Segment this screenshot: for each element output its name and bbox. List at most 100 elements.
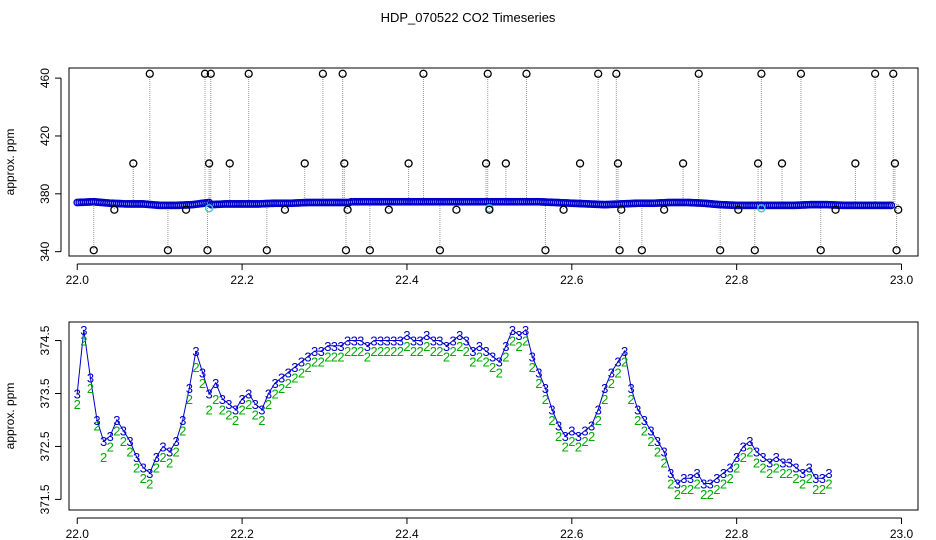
series-2-point: 2 bbox=[806, 471, 813, 486]
series-3-point: 3 bbox=[509, 323, 516, 338]
series-3-point: 3 bbox=[173, 434, 180, 449]
series-3-point: 3 bbox=[232, 402, 239, 417]
bottom-y-tick-label: 372.5 bbox=[38, 431, 52, 461]
series-3-point: 3 bbox=[891, 0, 898, 3]
series-3-point: 3 bbox=[502, 339, 509, 354]
outlier-point bbox=[341, 246, 351, 255]
series-2-point: 2 bbox=[311, 355, 318, 370]
outlier-point bbox=[129, 159, 138, 168]
top-y-tick-label: 420 bbox=[38, 126, 52, 146]
series-3-point: 3 bbox=[80, 323, 87, 338]
series-3-point: 3 bbox=[271, 376, 278, 391]
series-2-point: 2 bbox=[548, 413, 555, 428]
outlier-point bbox=[89, 246, 98, 255]
outlier-point bbox=[340, 159, 349, 168]
outlier-point bbox=[796, 69, 806, 78]
series-2-point: 2 bbox=[456, 339, 463, 354]
series-2-point: 2 bbox=[562, 439, 569, 454]
series-3-point: 3 bbox=[746, 434, 753, 449]
series-3-point: 3 bbox=[120, 424, 127, 439]
series-2-point: 2 bbox=[773, 461, 780, 476]
series-3-point: 3 bbox=[647, 424, 654, 439]
series-2-point: 2 bbox=[700, 487, 707, 502]
outlier-point bbox=[816, 246, 825, 255]
outlier-point bbox=[894, 205, 903, 214]
outlier-point bbox=[892, 246, 901, 255]
baseline-point bbox=[887, 201, 896, 210]
series-2-point: 2 bbox=[614, 365, 621, 380]
series-2-point: 2 bbox=[397, 344, 404, 359]
series-3-point: 3 bbox=[806, 461, 813, 476]
outlier-point bbox=[575, 159, 585, 168]
series-2-point: 2 bbox=[238, 402, 245, 417]
series-3-point: 3 bbox=[608, 365, 615, 380]
series-2-point: 2 bbox=[173, 445, 180, 460]
outlier-point bbox=[262, 246, 271, 255]
series-3-point: 3 bbox=[449, 334, 456, 349]
series-3-point: 3 bbox=[720, 466, 727, 481]
bottom-y-tick-label: 371.5 bbox=[38, 484, 52, 514]
series-2-point: 2 bbox=[423, 339, 430, 354]
series-3-point: 3 bbox=[852, 0, 859, 3]
series-3-point: 3 bbox=[773, 450, 780, 465]
outlier-point bbox=[200, 69, 210, 78]
series-2-point: 2 bbox=[496, 365, 503, 380]
outlier-point bbox=[244, 69, 253, 78]
series-3-point: 3 bbox=[707, 477, 714, 492]
series-2-point: 2 bbox=[212, 392, 219, 407]
series-2-point: 2 bbox=[707, 487, 714, 502]
series-3-point: 3 bbox=[740, 439, 747, 454]
outlier-point bbox=[452, 205, 461, 214]
top-x-tick-label: 22.4 bbox=[395, 273, 419, 287]
series-3-point: 3 bbox=[878, 0, 885, 3]
series-3-point: 3 bbox=[304, 349, 311, 364]
series-3-point: 3 bbox=[357, 334, 364, 349]
series-3-point: 3 bbox=[159, 439, 166, 454]
series-2-point: 2 bbox=[93, 418, 100, 433]
series-2-point: 2 bbox=[832, 0, 839, 3]
series-3-point: 3 bbox=[186, 381, 193, 396]
series-3-point: 3 bbox=[384, 334, 391, 349]
outlier-point bbox=[338, 69, 347, 78]
series-2-point: 2 bbox=[713, 482, 720, 497]
series-3-point: 3 bbox=[417, 334, 424, 349]
series-3-point: 3 bbox=[166, 445, 173, 460]
series-2-point: 2 bbox=[384, 344, 391, 359]
outlier-point bbox=[300, 159, 309, 168]
series-3-point: 3 bbox=[311, 344, 318, 359]
outlier-point bbox=[485, 205, 494, 214]
series-2-point: 2 bbox=[634, 413, 641, 428]
outlier-point bbox=[678, 159, 688, 168]
series-2-point: 2 bbox=[726, 471, 733, 486]
series-2-point: 2 bbox=[113, 424, 120, 439]
series-3-point: 3 bbox=[140, 461, 147, 476]
series-3-point: 3 bbox=[351, 334, 358, 349]
series-3-point: 3 bbox=[430, 334, 437, 349]
top-x-tick-label: 23.0 bbox=[890, 273, 914, 287]
series-3-point: 3 bbox=[153, 450, 160, 465]
flagged-point bbox=[204, 204, 214, 213]
bottom-x-tick-label: 22.0 bbox=[66, 527, 90, 540]
series-3-point: 3 bbox=[476, 339, 483, 354]
series-3-point: 3 bbox=[318, 344, 325, 359]
bottom-y-tick-label: 374.5 bbox=[38, 325, 52, 355]
series-2-point: 2 bbox=[403, 339, 410, 354]
series-3-point: 3 bbox=[410, 334, 417, 349]
series-3-point: 3 bbox=[291, 360, 298, 375]
bottom-x-tick-label: 23.0 bbox=[890, 527, 914, 540]
series-3-point: 3 bbox=[799, 466, 806, 481]
series-2-point: 2 bbox=[265, 397, 272, 412]
outlier-point bbox=[615, 246, 624, 255]
series-2-point: 2 bbox=[482, 355, 489, 370]
series-3-point: 3 bbox=[370, 334, 377, 349]
bottom-y-axis-label: approx. ppm bbox=[3, 383, 17, 450]
figure-title: HDP_070522 CO2 Timeseries bbox=[381, 10, 556, 25]
series-3-point: 3 bbox=[298, 355, 305, 370]
series-3-point: 3 bbox=[146, 466, 153, 481]
series-2-point: 2 bbox=[390, 344, 397, 359]
series-2-point: 2 bbox=[140, 471, 147, 486]
series-2-point: 2 bbox=[351, 344, 358, 359]
series-3-point: 3 bbox=[403, 328, 410, 343]
bottom-y-tick-label: 373.5 bbox=[38, 378, 52, 408]
